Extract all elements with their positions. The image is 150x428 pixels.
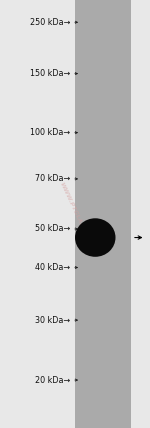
Text: 70 kDa→: 70 kDa→ (35, 174, 70, 184)
Text: WWW.PTGLAB.COM: WWW.PTGLAB.COM (58, 182, 92, 246)
Text: 150 kDa→: 150 kDa→ (30, 69, 70, 78)
Text: 50 kDa→: 50 kDa→ (35, 224, 70, 234)
Text: 40 kDa→: 40 kDa→ (35, 263, 70, 272)
Bar (75, 0, 130, 428)
Text: 30 kDa→: 30 kDa→ (35, 315, 70, 325)
Text: 20 kDa→: 20 kDa→ (35, 375, 70, 385)
Text: 250 kDa→: 250 kDa→ (30, 18, 70, 27)
Text: 100 kDa→: 100 kDa→ (30, 128, 70, 137)
Ellipse shape (75, 218, 116, 257)
